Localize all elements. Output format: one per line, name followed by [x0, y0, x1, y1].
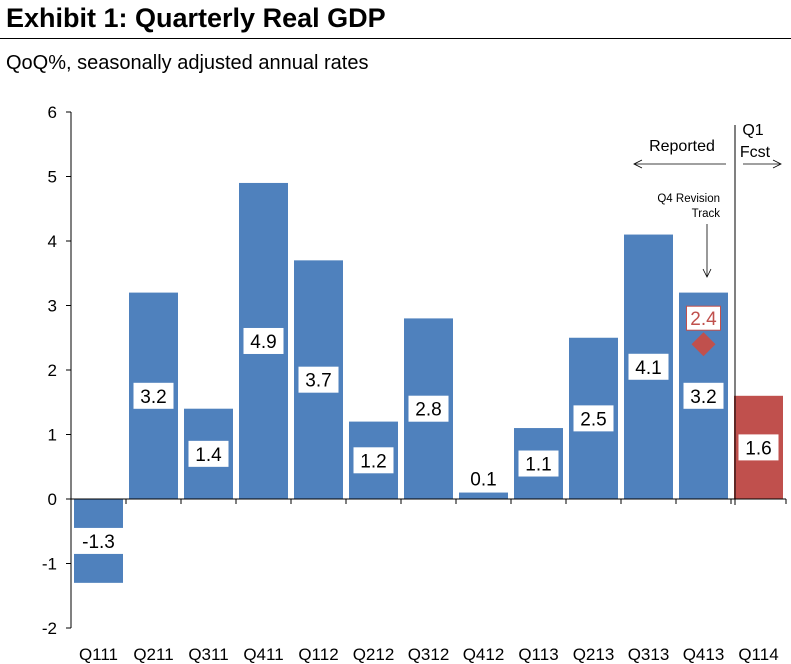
data-label-box [628, 353, 669, 380]
data-label-box [243, 327, 284, 354]
x-tick-label: Q114 [738, 645, 778, 664]
data-label: 1.6 [745, 438, 771, 459]
data-label-box [298, 366, 339, 393]
data-label-box [73, 527, 124, 554]
revision-value-label: 2.4 [690, 309, 717, 330]
x-tick-label: Q112 [298, 645, 338, 664]
x-tick-label: Q313 [628, 645, 670, 664]
chart-title: Exhibit 1: Quarterly Real GDP [6, 3, 386, 33]
data-label-box [133, 382, 174, 409]
chart-subtitle: QoQ%, seasonally adjusted annual rates [6, 52, 369, 74]
data-label: 0.1 [470, 470, 496, 491]
y-tick-label: 5 [48, 168, 57, 187]
forecast-label-fcst: Fcst [740, 144, 771, 161]
data-label: 4.1 [635, 358, 661, 379]
data-label: 4.9 [250, 332, 276, 353]
data-label-box [738, 434, 779, 461]
revision-label-2: Track [692, 208, 721, 220]
x-tick-label: Q111 [79, 645, 118, 664]
title-rule [0, 38, 791, 39]
data-label-box [683, 382, 724, 409]
y-tick-label: -2 [42, 619, 57, 638]
x-tick-label: Q412 [463, 645, 505, 664]
y-tick-label: 6 [48, 103, 57, 122]
data-label-box [463, 465, 504, 492]
forecast-label-q1: Q1 [742, 122, 763, 139]
data-label-box [353, 447, 394, 474]
x-tick-label: Q211 [133, 645, 173, 664]
revision-arrowhead [702, 268, 712, 278]
data-label: 3.2 [690, 387, 716, 408]
revision-label-box [686, 305, 721, 331]
x-tick-label: Q311 [188, 645, 228, 664]
revision-label-1: Q4 Revision [657, 193, 720, 205]
data-label: 2.8 [415, 400, 441, 421]
data-label-box [573, 405, 614, 432]
x-tick-label: Q411 [243, 645, 283, 664]
bar-Q412 [459, 492, 508, 499]
data-label-box [408, 395, 449, 422]
y-tick-label: -1 [42, 555, 57, 574]
reported-arrowhead [633, 159, 643, 169]
revision-marker [691, 332, 716, 357]
x-tick-label: Q213 [573, 645, 615, 664]
data-label: 3.7 [305, 371, 331, 392]
x-tick-label: Q212 [353, 645, 395, 664]
y-tick-label: 0 [48, 490, 57, 509]
data-label: -1.3 [82, 532, 115, 553]
x-tick-label: Q312 [408, 645, 450, 664]
forecast-arrowhead [772, 159, 782, 169]
data-label: 3.2 [140, 387, 166, 408]
x-tick-label: Q413 [683, 645, 725, 664]
y-tick-label: 4 [48, 232, 57, 251]
data-label: 1.4 [195, 445, 222, 466]
x-tick-label: Q113 [518, 645, 558, 664]
y-tick-label: 2 [48, 361, 57, 380]
data-label: 2.5 [580, 409, 606, 430]
data-label-box [188, 440, 229, 467]
y-tick-label: 3 [48, 297, 57, 316]
data-label: 1.2 [360, 451, 386, 472]
reported-label: Reported [649, 138, 715, 155]
y-tick-label: 1 [48, 426, 57, 445]
data-label-box [518, 450, 559, 477]
data-label: 1.1 [525, 455, 551, 476]
